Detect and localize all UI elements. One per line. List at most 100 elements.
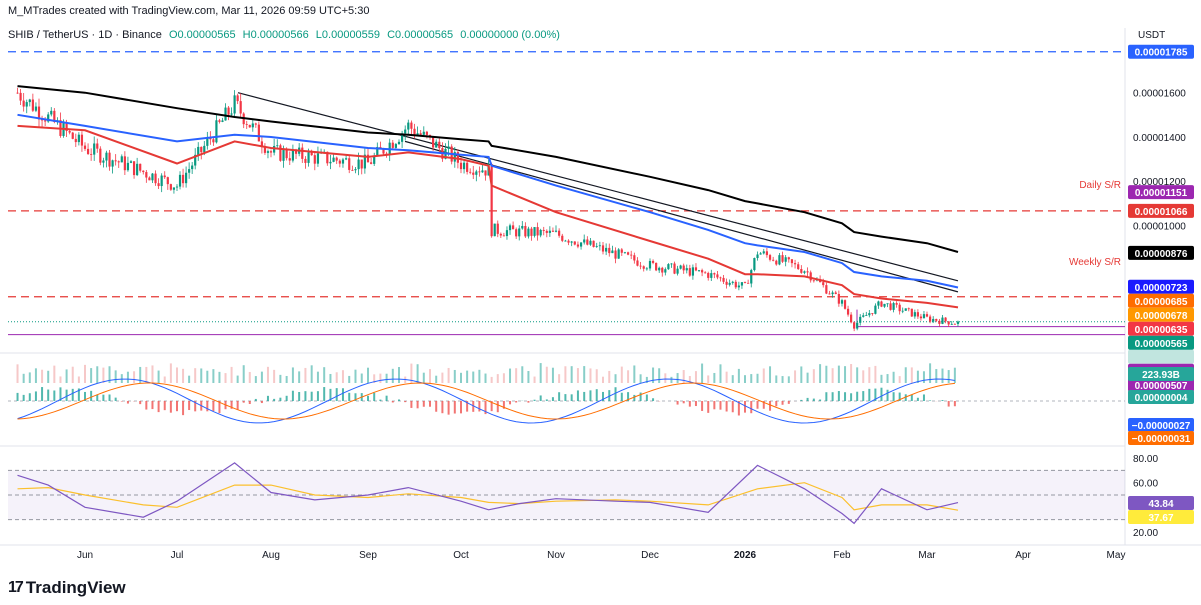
macd-hist-bar <box>398 399 400 401</box>
volume-bar <box>22 373 25 383</box>
candle-body <box>716 274 719 278</box>
candle-body <box>469 171 472 173</box>
macd-hist-bar <box>570 394 573 401</box>
volume-bar <box>285 375 288 383</box>
volume-bar <box>447 367 450 383</box>
volume-bar <box>769 366 772 383</box>
time-tick-label: May <box>1107 550 1126 561</box>
volume-bar <box>916 370 919 383</box>
volume-bar <box>633 365 636 383</box>
candle-body <box>561 235 564 241</box>
macd-hist-bar <box>304 391 307 401</box>
macd-hist-bar <box>947 401 950 407</box>
macd-hist-bar <box>614 387 617 401</box>
macd-hist-bar <box>266 395 269 401</box>
candle-body <box>77 134 80 143</box>
volume-bar <box>304 367 307 383</box>
candle-body <box>502 235 506 237</box>
candle-body <box>570 241 573 243</box>
candle-body <box>279 145 282 161</box>
macd-hist-bar <box>90 390 93 401</box>
candle-body <box>363 154 366 169</box>
macd-hist-bar <box>819 399 822 401</box>
volume-bar <box>367 367 369 383</box>
volume-bar <box>664 373 667 383</box>
tradingview-logo-icon: 17 <box>8 579 24 596</box>
symbol-name[interactable]: SHIB / TetherUS · 1D · Binance <box>8 29 162 41</box>
macd-hist-bar <box>188 401 191 411</box>
macd-hist-bar <box>323 387 326 401</box>
candle-body <box>151 173 154 181</box>
candle-body <box>288 158 291 161</box>
candle-body <box>508 225 512 231</box>
candle-body <box>206 137 209 146</box>
macd-hist-bar <box>391 401 394 403</box>
macd-hist-bar <box>775 401 778 407</box>
candle-body <box>382 148 385 154</box>
macd-hist-bar <box>478 401 481 412</box>
rsi-ma-line <box>17 482 959 511</box>
open-value: O0.00000565 <box>168 29 236 41</box>
macd-hist-bar <box>310 391 313 401</box>
macd-hist-bar <box>627 392 630 401</box>
candle-body <box>397 141 401 145</box>
candle-body <box>664 269 667 273</box>
macd-hist-bar <box>416 401 419 409</box>
volume-bar <box>781 376 784 383</box>
candle-body <box>932 318 935 322</box>
volume-bar <box>935 369 938 383</box>
volume-bar <box>953 367 956 383</box>
volume-bar <box>460 372 462 383</box>
candle-body <box>883 303 886 307</box>
candle-body <box>740 282 744 286</box>
candle-body <box>209 137 212 140</box>
candle-body <box>354 169 357 171</box>
macd-hist-bar <box>868 388 871 401</box>
candle-body <box>215 120 218 143</box>
macd-hist-bar <box>608 390 611 401</box>
macd-hist-bar <box>77 388 80 401</box>
candle-body <box>938 320 941 324</box>
candle-body <box>83 145 87 149</box>
macd-hist-bar <box>707 401 710 413</box>
price-tag: 0.00000723 <box>1128 279 1194 294</box>
time-tick-label: Dec <box>641 550 659 561</box>
candle-body <box>871 313 874 314</box>
volume-bar <box>719 364 722 383</box>
candle-body <box>453 152 456 162</box>
tradingview-logo[interactable]: 17 TradingView <box>8 578 126 598</box>
candle-body <box>530 228 533 236</box>
candle-body <box>212 139 215 143</box>
macd-hist-bar <box>34 391 37 401</box>
trend-line <box>237 92 959 282</box>
volume-bar <box>639 374 642 383</box>
volume-bar <box>800 366 803 383</box>
candle-body <box>704 272 707 274</box>
candle-body <box>831 292 834 295</box>
candle-body <box>370 162 373 164</box>
candle-body <box>493 223 496 237</box>
candle-body <box>539 229 542 236</box>
candle-body <box>181 174 185 184</box>
candle-body <box>332 157 335 162</box>
candle-body <box>633 255 636 261</box>
candle-body <box>432 136 435 148</box>
candle-body <box>685 268 688 271</box>
change-value: 0.00000000 (0.00%) <box>460 29 560 41</box>
price-tag-bg <box>1128 44 1194 59</box>
candle-body <box>490 164 493 237</box>
candle-body <box>335 157 338 161</box>
candle-body <box>419 133 422 135</box>
macd-hist-bar <box>583 391 586 401</box>
candle-body <box>50 110 53 115</box>
macd-hist-bar <box>725 401 728 412</box>
candle-body <box>843 300 847 309</box>
macd-hist-bar <box>169 401 172 413</box>
candle-body <box>266 151 270 153</box>
price-tag: 0.00000685 <box>1128 293 1194 308</box>
price-tag: 0.00001151 <box>1128 185 1194 200</box>
candle-body <box>846 308 850 315</box>
price-tag-bg <box>1128 321 1194 336</box>
volume-bar <box>744 375 746 383</box>
